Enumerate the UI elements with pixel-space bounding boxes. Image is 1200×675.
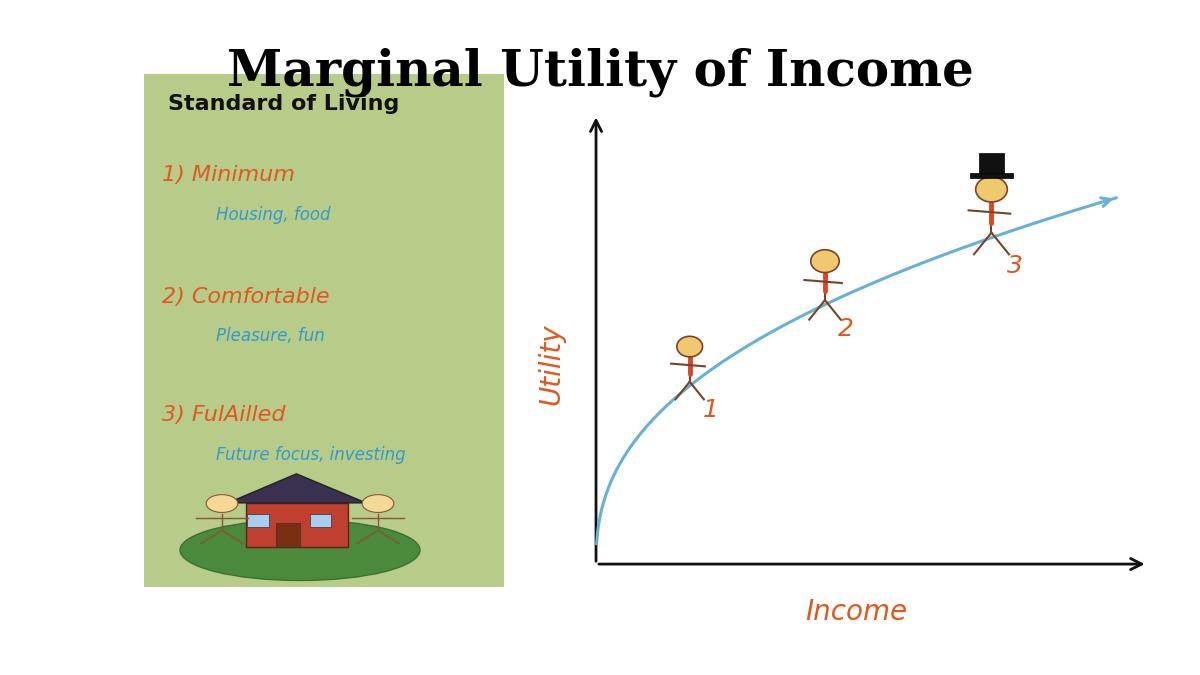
Text: 1) Minimum: 1) Minimum — [162, 165, 295, 186]
Text: Housing, food: Housing, food — [216, 206, 330, 224]
Text: Income: Income — [805, 598, 907, 626]
Circle shape — [811, 250, 839, 273]
Text: Standard of Living: Standard of Living — [168, 95, 400, 115]
Text: 2: 2 — [838, 317, 854, 341]
Text: 2) Comfortable: 2) Comfortable — [162, 287, 330, 307]
Bar — [247, 514, 269, 526]
Bar — [246, 503, 348, 547]
FancyBboxPatch shape — [144, 74, 504, 587]
Ellipse shape — [180, 520, 420, 580]
Polygon shape — [228, 474, 366, 503]
Text: Utility: Utility — [538, 323, 565, 405]
Circle shape — [677, 336, 702, 357]
Text: Pleasure, fun: Pleasure, fun — [216, 327, 325, 346]
Bar — [310, 514, 331, 526]
Text: Future focus, investing: Future focus, investing — [216, 446, 406, 464]
Circle shape — [206, 495, 238, 512]
Text: 3) FulAilled: 3) FulAilled — [162, 405, 286, 425]
Circle shape — [976, 177, 1007, 202]
Bar — [970, 173, 1013, 178]
Text: 3: 3 — [1007, 254, 1022, 278]
Text: Marginal Utility of Income: Marginal Utility of Income — [227, 47, 973, 97]
Bar — [276, 523, 300, 547]
Bar — [979, 153, 1004, 173]
Text: 1: 1 — [703, 398, 719, 422]
Circle shape — [362, 495, 394, 512]
